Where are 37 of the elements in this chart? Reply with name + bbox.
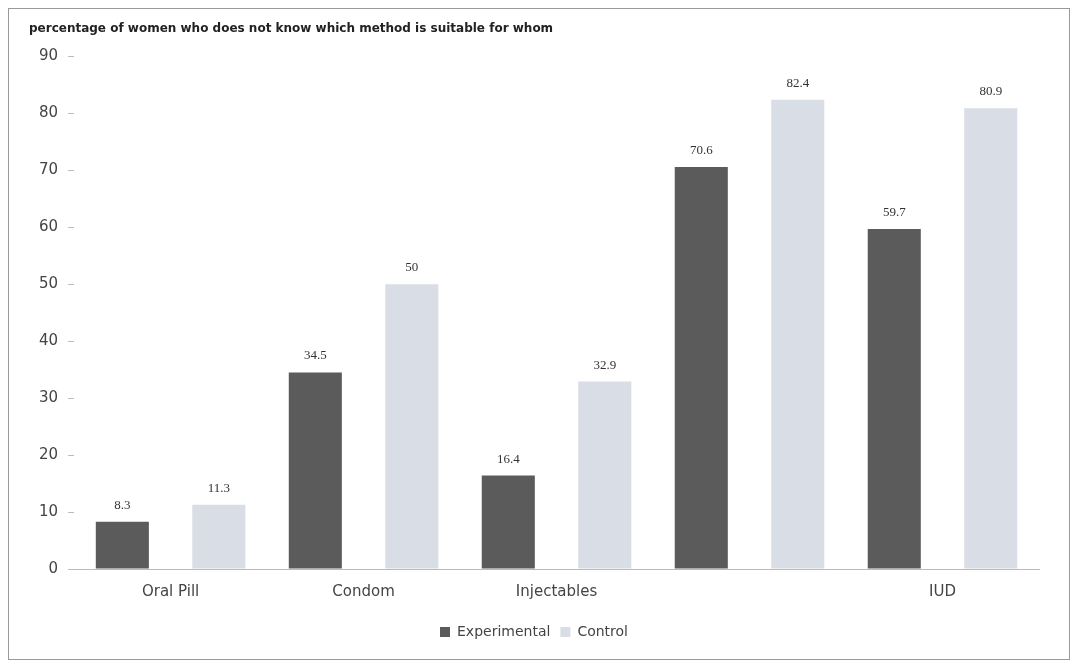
- data-label: 32.9: [593, 356, 617, 372]
- y-tick-label: 40: [38, 331, 59, 350]
- bar: [481, 475, 535, 569]
- bar: [385, 284, 439, 569]
- legend-label: Control: [577, 622, 628, 639]
- x-tick-label: IUD: [929, 581, 956, 600]
- y-tick-label: 80: [38, 103, 59, 122]
- y-tick-label: 10: [38, 501, 59, 520]
- bar: [192, 504, 246, 569]
- x-tick-label: Oral Pill: [141, 581, 200, 600]
- bar: [771, 99, 825, 569]
- bar: [288, 372, 342, 569]
- data-label: 80.9: [979, 83, 1003, 99]
- y-tick-label: 70: [38, 160, 59, 179]
- data-label: 82.4: [786, 74, 810, 90]
- legend-label: Experimental: [457, 622, 551, 639]
- bar: [578, 381, 632, 569]
- bar: [964, 108, 1018, 569]
- data-label: 59.7: [882, 203, 907, 219]
- y-tick-label: 0: [48, 558, 59, 577]
- data-label: 50: [405, 259, 419, 275]
- chart-title: percentage of women who does not know which method is suitable for whom: [29, 21, 554, 36]
- data-label: 34.5: [303, 347, 327, 363]
- x-tick-label: Injectables: [515, 581, 598, 600]
- data-label: 11.3: [207, 479, 230, 495]
- y-tick-label: 50: [38, 274, 59, 293]
- data-label: 8.3: [114, 496, 131, 512]
- bar: [867, 228, 921, 569]
- data-label: 16.4: [496, 450, 521, 466]
- data-label: 70.6: [689, 141, 714, 157]
- y-tick-label: 30: [38, 388, 59, 407]
- y-tick-label: 60: [38, 217, 59, 236]
- bar: [95, 521, 149, 569]
- x-tick-label: Condom: [332, 581, 395, 600]
- y-tick-label: 90: [38, 46, 59, 65]
- bar: [674, 166, 728, 569]
- y-tick-label: 20: [38, 444, 59, 463]
